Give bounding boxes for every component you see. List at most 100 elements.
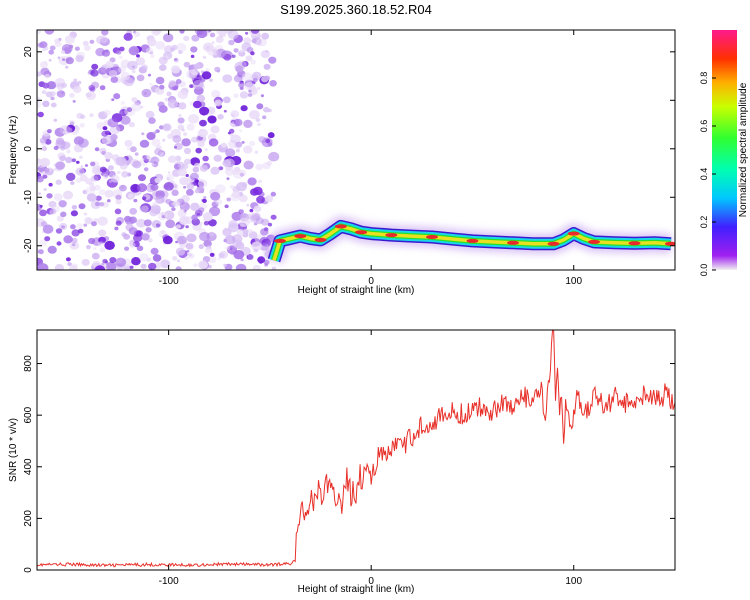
noise-speck <box>159 84 165 90</box>
noise-speck <box>210 191 221 201</box>
noise-speck <box>168 80 177 87</box>
noise-speck <box>202 256 210 263</box>
noise-speck <box>150 247 159 255</box>
noise-speck <box>71 158 77 163</box>
noise-speck <box>123 233 130 240</box>
noise-speck <box>101 136 111 145</box>
noise-speck <box>88 237 96 245</box>
noise-speck <box>167 99 179 109</box>
ridge-peak <box>314 237 327 242</box>
noise-speck <box>42 224 54 234</box>
noise-speck <box>238 209 244 215</box>
noise-speck <box>55 161 66 170</box>
noise-speck <box>155 41 166 50</box>
noise-speck <box>108 179 113 183</box>
noise-speck <box>101 30 109 36</box>
noise-speck <box>73 78 78 82</box>
noise-speck <box>184 256 189 260</box>
noise-speck <box>59 155 66 162</box>
bottom-x-ticks: -100 0 100 <box>159 330 583 587</box>
noise-speck <box>255 118 261 122</box>
noise-speck <box>94 265 106 270</box>
noise-speck <box>149 160 152 163</box>
noise-speck <box>158 56 168 65</box>
noise-speck <box>44 30 55 35</box>
noise-speck <box>87 71 92 75</box>
noise-speck <box>186 69 198 79</box>
noise-speck <box>121 171 129 178</box>
noise-speck <box>61 82 67 88</box>
noise-speck <box>199 119 207 127</box>
noise-speck <box>91 221 97 227</box>
noise-speck <box>131 97 138 103</box>
noise-speck <box>188 253 192 257</box>
noise-speck <box>37 158 42 162</box>
noise-speck <box>159 125 164 130</box>
noise-speck <box>108 132 112 135</box>
noise-speck <box>214 99 223 107</box>
noise-speck <box>193 263 198 268</box>
noise-speck <box>110 76 119 83</box>
noise-speck <box>243 119 253 128</box>
noise-speck <box>177 89 189 100</box>
noise-speck <box>229 247 233 250</box>
noise-speck <box>146 132 156 140</box>
noise-speck <box>134 152 139 156</box>
noise-speck <box>74 46 80 51</box>
noise-speck <box>229 184 235 189</box>
noise-speck <box>85 217 93 225</box>
noise-speck <box>244 82 255 91</box>
noise-speck <box>235 141 243 148</box>
noise-speck <box>242 72 253 82</box>
noise-speck <box>250 59 256 65</box>
noise-speck <box>251 241 262 251</box>
noise-speck <box>264 195 274 203</box>
noise-speck <box>135 57 146 66</box>
noise-speck <box>79 123 85 128</box>
noise-speck <box>235 148 240 153</box>
noise-speck <box>78 203 86 210</box>
colorbar-gradient <box>712 30 737 270</box>
noise-speck <box>178 102 187 110</box>
noise-speck <box>189 84 194 88</box>
colorbar-tick-label: 0.2 <box>699 216 709 229</box>
noise-speck <box>217 257 221 261</box>
noise-speck <box>71 229 80 237</box>
noise-speck <box>254 150 259 154</box>
noise-speck <box>149 208 158 217</box>
y-tick-label: 0 <box>23 146 34 152</box>
noise-speck <box>175 266 182 270</box>
noise-speck <box>234 166 241 172</box>
noise-speck <box>76 223 83 229</box>
noise-speck <box>151 162 155 166</box>
noise-speck <box>177 117 185 124</box>
noise-speck <box>143 158 149 163</box>
noise-speck <box>95 195 102 201</box>
noise-speck <box>151 161 159 168</box>
noise-speck <box>152 202 157 207</box>
noise-speck <box>203 240 212 248</box>
noise-speck <box>94 201 100 207</box>
ridge-peak <box>294 234 307 239</box>
bottom-y-ticks: 0 200 400 600 800 <box>23 355 675 573</box>
noise-speck <box>94 147 100 152</box>
noise-speck <box>66 190 70 194</box>
noise-speck <box>235 263 247 270</box>
noise-speck <box>105 261 117 270</box>
snr-series-line <box>37 330 675 568</box>
noise-speck <box>218 252 225 259</box>
noise-speck <box>44 46 49 51</box>
noise-speck <box>222 159 232 167</box>
noise-speck <box>195 179 200 184</box>
noise-speck <box>55 228 63 234</box>
noise-speck <box>224 204 229 209</box>
noise-speck <box>199 164 208 172</box>
noise-speck <box>47 245 57 254</box>
noise-speck <box>185 243 194 250</box>
noise-speck <box>269 80 277 87</box>
noise-speck <box>50 91 56 97</box>
noise-speck <box>256 195 265 204</box>
noise-speck <box>63 47 72 55</box>
noise-speck <box>72 243 76 247</box>
noise-speck <box>84 45 91 51</box>
